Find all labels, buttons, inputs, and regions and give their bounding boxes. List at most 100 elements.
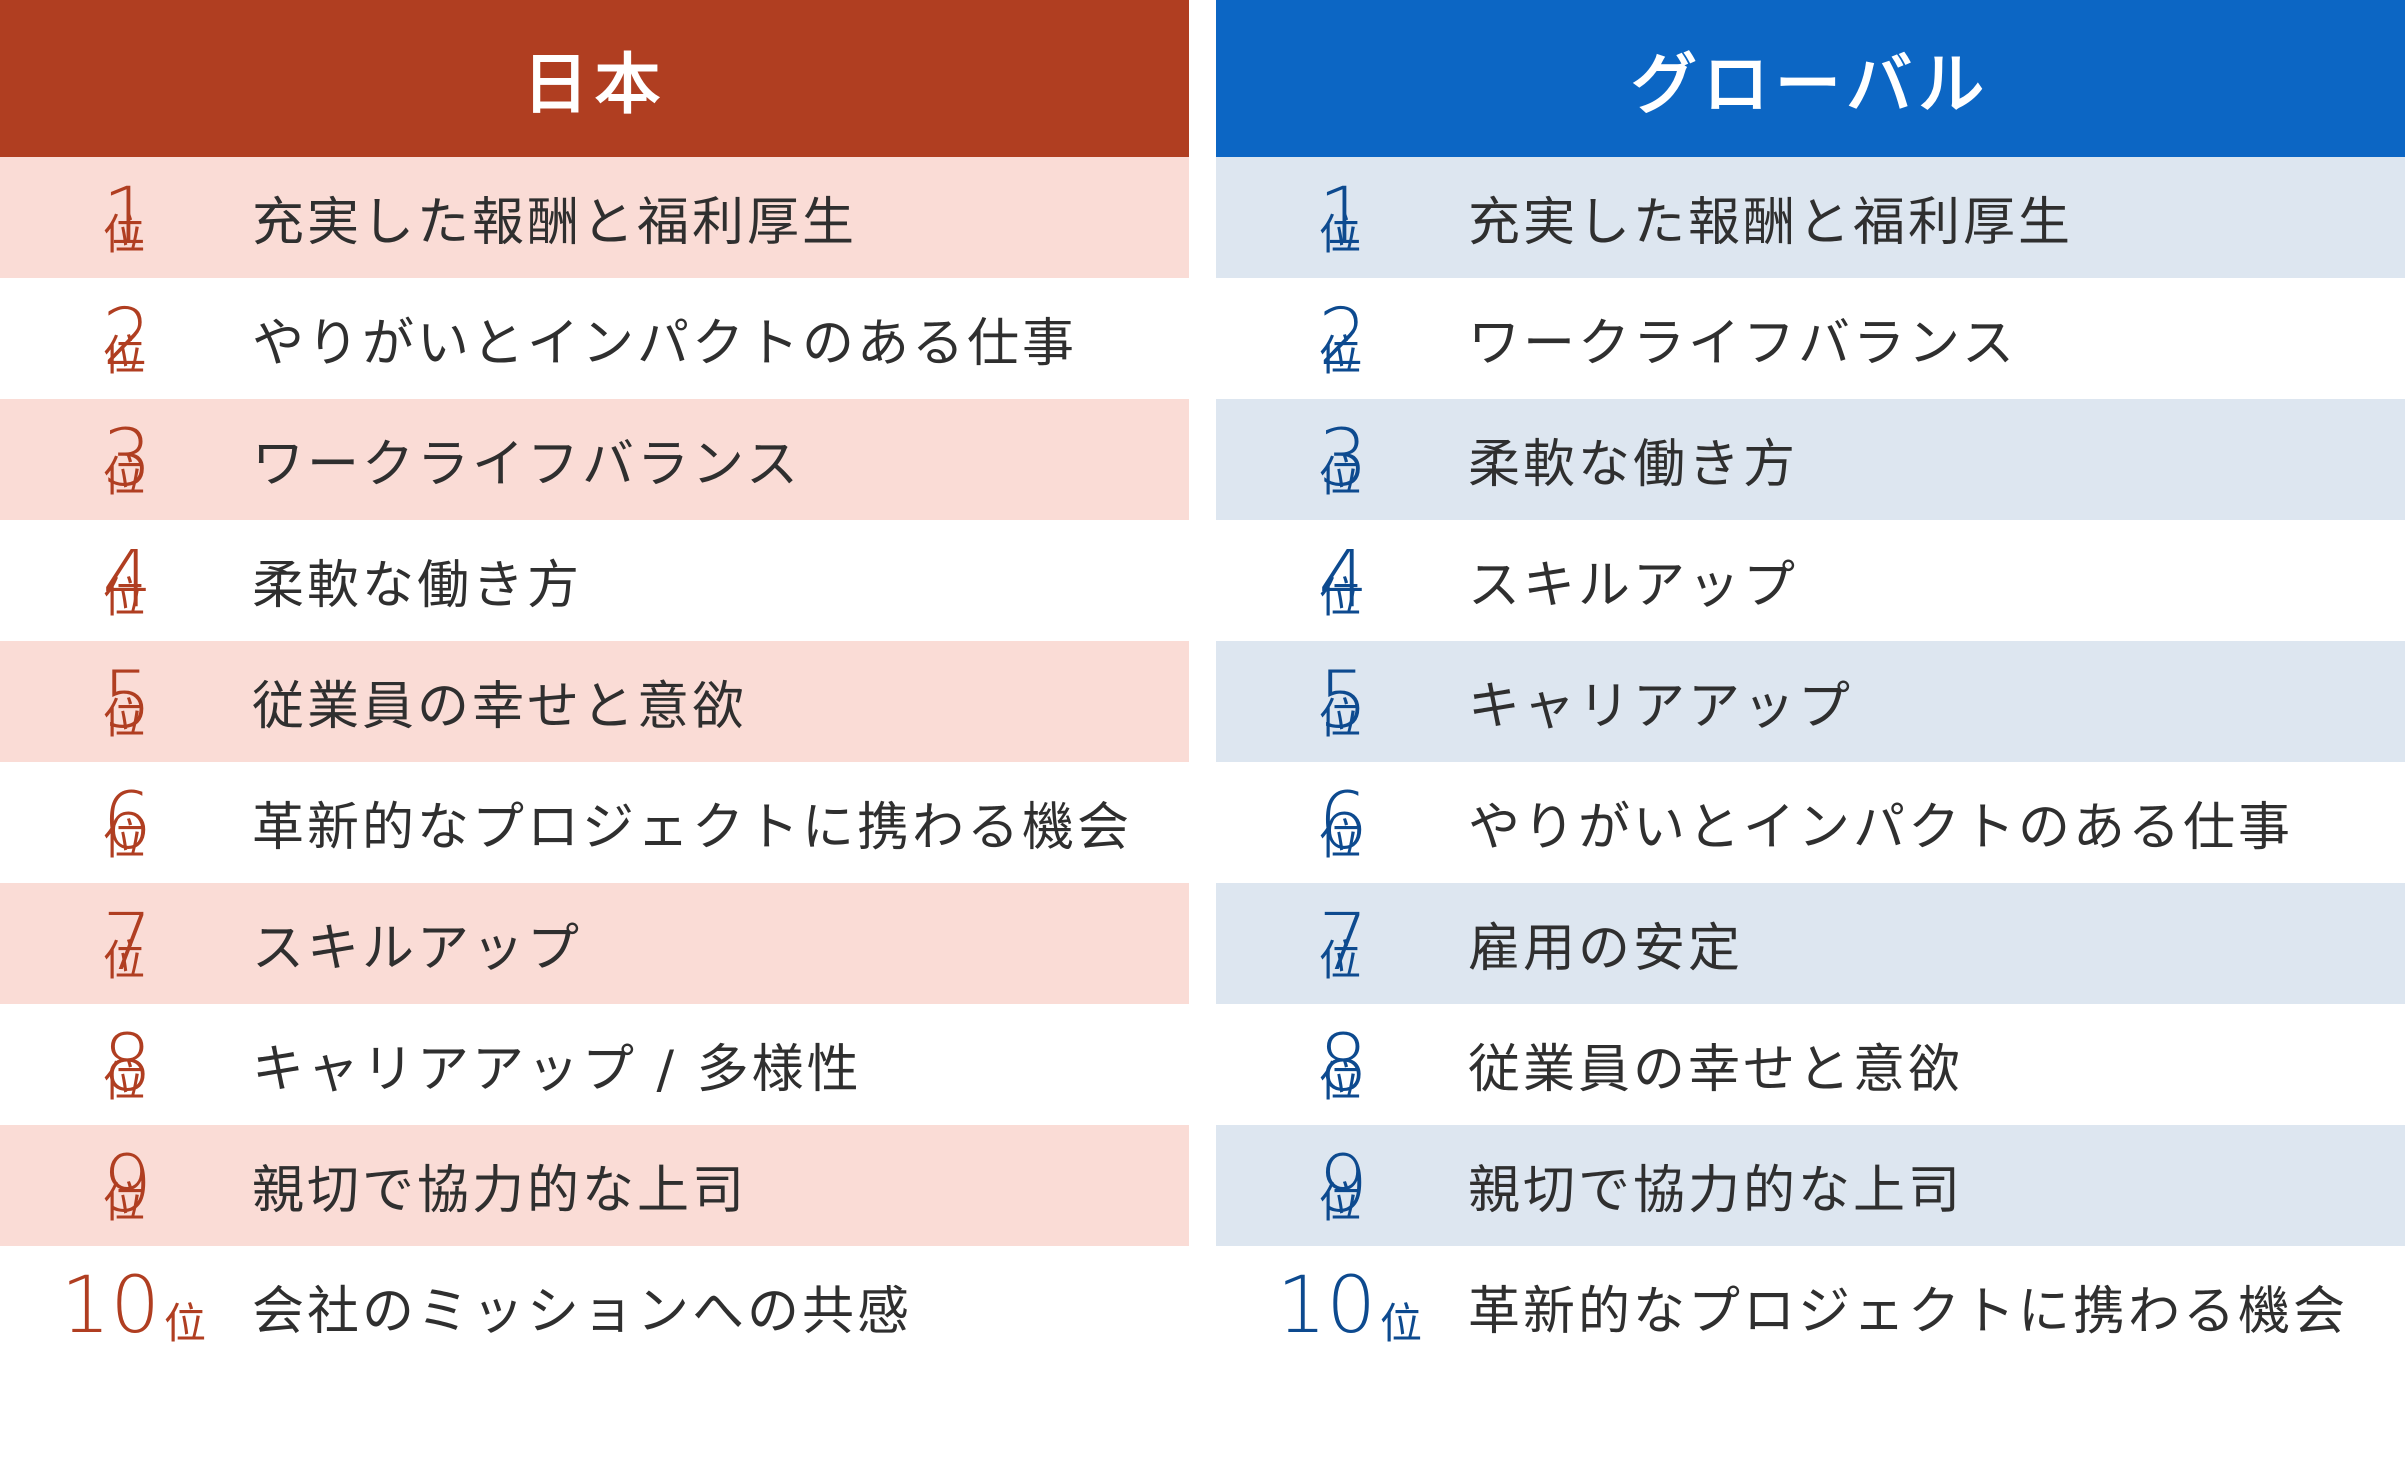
table-row: 5 位キャリアアップ: [1216, 641, 2405, 762]
japan-ranking-list: 1 位充実した報酬と福利厚生 2 位やりがいとインパクトのある仕事 3 位ワークライフバラ…: [0, 157, 1189, 1367]
rank-item-label: スキルアップ: [252, 919, 583, 979]
rank-number: 2: [102, 293, 152, 383]
rank-number: 10: [1276, 1261, 1376, 1351]
rank-item-label: ワークライフバランス: [252, 435, 801, 495]
rank-item-label: 柔軟な働き方: [252, 556, 583, 616]
rank-item-label: 親切で協力的な上司: [252, 1161, 748, 1221]
rank-suffix: 位: [164, 1299, 207, 1348]
table-row: 10 位会社のミッションへの共感: [0, 1246, 1189, 1367]
rank-item-label: 充実した報酬と福利厚生: [252, 193, 858, 253]
rank-number: 2: [1318, 293, 1368, 383]
table-row: 8 位従業員の幸せと意欲: [1216, 1004, 2405, 1125]
rank-item-label: 親切で協力的な上司: [1468, 1161, 1964, 1221]
table-row: 9 位親切で協力的な上司: [1216, 1125, 2405, 1246]
rank-item-label: 柔軟な働き方: [1468, 435, 1799, 495]
rank-number: 10: [60, 1261, 160, 1351]
rank-suffix: 位: [1319, 452, 1362, 501]
rank-item-label: 従業員の幸せと意欲: [252, 677, 748, 737]
rank-suffix: 位: [103, 452, 146, 501]
table-row: 1 位充実した報酬と福利厚生: [0, 157, 1189, 278]
rank-number: 6: [102, 777, 152, 867]
rank-number: 7: [102, 898, 152, 988]
rank-item-label: 革新的なプロジェクトに携わる機会: [1468, 1282, 2349, 1342]
japan-panel-title: 日本: [0, 0, 1189, 157]
rank-number: 1: [1318, 172, 1368, 262]
rank-number: 5: [1318, 656, 1368, 746]
rank-suffix: 位: [103, 573, 146, 622]
rank-suffix: 位: [103, 936, 146, 985]
table-row: 2 位 ワークライフバランス: [1216, 278, 2405, 399]
rank-cell: 10 位: [1216, 1246, 1468, 1367]
rank-suffix: 位: [103, 1178, 146, 1227]
table-row: 2 位やりがいとインパクトのある仕事: [0, 278, 1189, 399]
rank-item-label: キャリアアップ: [1468, 677, 1854, 737]
table-row: 7 位雇用の安定: [1216, 883, 2405, 1004]
table-row: 7 位スキルアップ: [0, 883, 1189, 1004]
table-row: 5 位従業員の幸せと意欲: [0, 641, 1189, 762]
rank-number: 3: [1318, 414, 1368, 504]
japan-ranking-panel: 日本 1 位充実した報酬と福利厚生 2 位やりがいとインパクトのある仕事 3 位ワークライ…: [0, 0, 1189, 1367]
table-row: 6 位革新的なプロジェクトに携わる機会: [0, 762, 1189, 883]
table-row: 3 位柔軟な働き方: [1216, 399, 2405, 520]
rank-suffix: 位: [1380, 1299, 1423, 1348]
rank-suffix: 位: [1319, 694, 1362, 743]
rank-number: 8: [102, 1019, 152, 1109]
table-row: 6 位やりがいとインパクトのある仕事: [1216, 762, 2405, 883]
rank-suffix: 位: [1319, 573, 1362, 622]
rank-item-label: 革新的なプロジェクトに携わる機会: [252, 798, 1133, 858]
rank-number: 9: [102, 1140, 152, 1230]
table-row: 10 位革新的なプロジェクトに携わる機会: [1216, 1246, 2405, 1367]
rank-suffix: 位: [103, 694, 146, 743]
rank-suffix: 位: [1319, 1057, 1362, 1106]
table-row: 8 位 キャリアアップ / 多様性: [0, 1004, 1189, 1125]
rank-item-label: キャリアアップ / 多様性: [252, 1040, 862, 1100]
rank-item-label: 従業員の幸せと意欲: [1468, 1040, 1964, 1100]
rank-item-label: 雇用の安定: [1468, 919, 1744, 979]
rank-number: 4: [102, 535, 152, 625]
rank-cell: 10 位: [0, 1246, 252, 1367]
rank-item-label: 充実した報酬と福利厚生: [1468, 193, 2074, 253]
rank-number: 5: [102, 656, 152, 746]
rank-number: 4: [1318, 535, 1368, 625]
rank-suffix: 位: [1319, 210, 1362, 259]
rank-suffix: 位: [1319, 815, 1362, 864]
rank-number: 7: [1318, 898, 1368, 988]
global-ranking-list: 1 位充実した報酬と福利厚生 2 位ワークライフバランス 3 位柔軟な働き方 4 位スキルアッ…: [1216, 157, 2405, 1367]
rank-suffix: 位: [103, 1057, 146, 1106]
global-ranking-panel: グローバル 1 位充実した報酬と福利厚生 2 位ワークライフバランス 3 位柔軟な働き方 4…: [1216, 0, 2405, 1367]
global-panel-title: グローバル: [1216, 0, 2405, 157]
rank-suffix: 位: [1319, 331, 1362, 380]
rank-item-label: 会社のミッションへの共感: [252, 1282, 913, 1342]
table-row: 9 位親切で協力的な上司: [0, 1125, 1189, 1246]
rank-suffix: 位: [103, 815, 146, 864]
rank-number: 6: [1318, 777, 1368, 867]
table-row: 1 位充実した報酬と福利厚生: [1216, 157, 2405, 278]
rank-suffix: 位: [103, 331, 146, 380]
rank-number: 3: [102, 414, 152, 504]
rank-number: 9: [1318, 1140, 1368, 1230]
rank-item-label: やりがいとインパクトのある仕事: [1468, 798, 2294, 858]
rank-item-label: ワークライフバランス: [1468, 314, 2017, 374]
table-row: 3 位ワークライフバランス: [0, 399, 1189, 520]
rank-suffix: 位: [1319, 1178, 1362, 1227]
rank-number: 8: [1318, 1019, 1368, 1109]
table-row: 4 位スキルアップ: [1216, 520, 2405, 641]
rank-item-label: やりがいとインパクトのある仕事: [252, 314, 1078, 374]
table-row: 4 位柔軟な働き方: [0, 520, 1189, 641]
rank-item-label: スキルアップ: [1468, 556, 1799, 616]
